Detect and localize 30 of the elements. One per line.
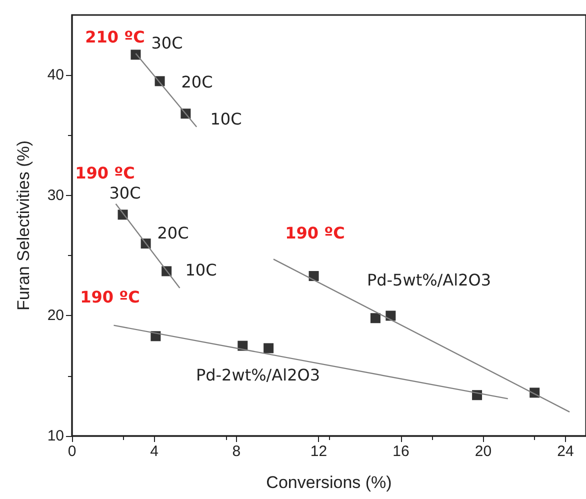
x-tick-label: 4	[150, 443, 158, 460]
annotation: 190 ºC	[80, 288, 140, 306]
point	[370, 313, 380, 324]
annotation: Pd-2wt%/Al2O3	[196, 366, 320, 384]
annotation: 10C	[185, 260, 217, 280]
y-tick-label: 20	[47, 307, 64, 324]
point	[264, 343, 274, 354]
annotation: Pd-5wt%/Al2O3	[366, 270, 492, 290]
y-axis-title: Furan Selectivities (%)	[14, 140, 33, 311]
x-tick-label: 16	[392, 443, 410, 460]
annotation: 190 ºC	[75, 164, 135, 182]
annotation: 190 ºC	[285, 224, 345, 242]
x-axis-title: Conversions (%)	[266, 473, 392, 492]
annotation: 30C	[109, 184, 141, 202]
x-tick-label: 24	[557, 443, 574, 460]
annotation: 30C	[151, 34, 183, 52]
y-tick-label: 30	[47, 186, 64, 204]
annotation: 20C	[157, 224, 189, 242]
x-tick-label: 20	[474, 443, 492, 460]
y-tick-label: 40	[47, 66, 64, 84]
annotation: 20C	[181, 72, 213, 92]
point	[130, 50, 141, 60]
x-tick-label: 8	[232, 443, 241, 460]
x-tick-label: 12	[310, 443, 328, 460]
annotation: 10C	[210, 110, 242, 128]
x-tick-label: 0	[68, 443, 76, 460]
y-tick-label: 10	[47, 428, 64, 444]
point	[386, 310, 396, 321]
annotation: 210 ºC	[85, 28, 145, 46]
point	[308, 271, 319, 282]
